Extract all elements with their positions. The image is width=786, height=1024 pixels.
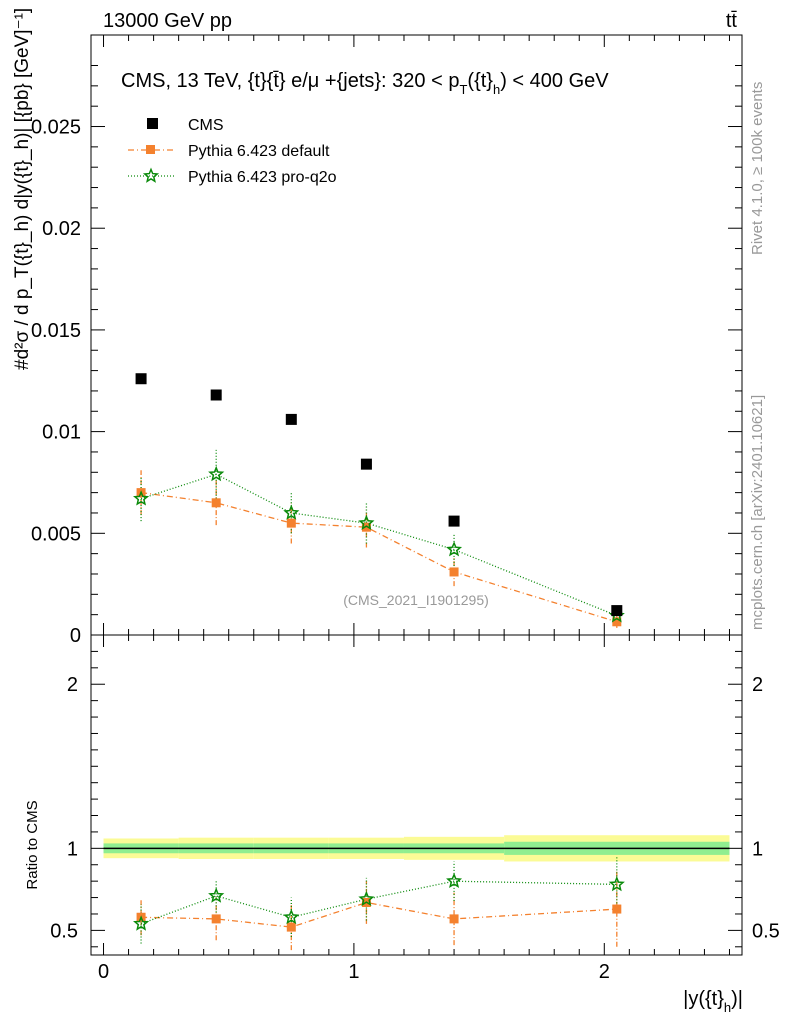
- ratio-default-point: [211, 914, 221, 924]
- legend-label-proq2o: Pythia 6.423 pro-q2o: [188, 169, 337, 186]
- ratio-proq2o-point: [133, 915, 150, 931]
- main-cms-point: [611, 605, 623, 617]
- legend-label-cms: CMS: [188, 117, 224, 134]
- plot-title: CMS, 13 TeV, {t}{t̄} e/μ +{jets}: 320 < …: [121, 70, 609, 97]
- x-axis-label: |y({t}h)|: [683, 988, 743, 1015]
- main-ytick-label: 0.015: [31, 320, 81, 342]
- analysis-watermark: (CMS_2021_I1901295): [343, 592, 489, 608]
- ratio-ytick-label: 2: [67, 674, 78, 696]
- ratio-proq2o-point: [358, 890, 375, 907]
- ratio-plot: 0.5 0.5 1 1 2 2 0 1 2: [50, 634, 780, 983]
- main-cms-point: [135, 373, 147, 385]
- legend-marker-cms: [147, 118, 158, 129]
- main-ytick-label: 0.01: [42, 422, 81, 444]
- main-default-point: [612, 617, 622, 627]
- main-cms-point: [448, 515, 460, 527]
- main-default-point: [211, 498, 221, 508]
- main-proq2o-point: [446, 541, 463, 557]
- main-cms-point: [210, 389, 222, 401]
- main-ytick-label: 0.005: [31, 523, 81, 545]
- main-ytick-label: 0: [70, 625, 81, 647]
- ratio-y-label: Ratio to CMS: [24, 800, 41, 889]
- ratio-ytick-label-right: 1: [752, 838, 763, 860]
- main-cms-point: [285, 413, 297, 425]
- main-ytick-label: 0.02: [42, 218, 81, 240]
- ratio-default-point: [449, 914, 459, 924]
- ratio-ytick-label: 1: [67, 838, 78, 860]
- legend: CMS Pythia 6.423 default Pythia 6.423 pr…: [128, 117, 337, 186]
- y-axis-label: #d²σ / d p_T({t}_h) d|y({t}_h)| [{pb} [G…: [12, 8, 33, 370]
- ratio-ytick-label-right: 2: [752, 674, 763, 696]
- ratio-xtick-label: 2: [599, 961, 610, 983]
- rivet-version-label: Rivet 4.1.0, ≥ 100k events: [749, 82, 766, 255]
- legend-marker-proq2o: [142, 167, 160, 183]
- main-default-point: [449, 567, 459, 577]
- ratio-frame: [90, 634, 743, 956]
- ratio-proq2o-point: [446, 872, 463, 888]
- main-proq2o-line: [140, 473, 618, 617]
- main-plot: 0 0.005 0.01 0.015 0.02 0.025: [31, 34, 743, 647]
- ratio-xtick-label: 0: [98, 961, 109, 983]
- ratio-ytick-label: 0.5: [50, 920, 78, 942]
- ratio-proq2o-point: [283, 908, 300, 925]
- main-proq2o-point: [133, 490, 150, 506]
- process-label: tt̄: [726, 10, 738, 32]
- legend-label-default: Pythia 6.423 default: [188, 143, 330, 160]
- main-ytick-label: 0.025: [31, 117, 81, 139]
- ratio-proq2o-point: [608, 875, 625, 892]
- main-default-point: [361, 522, 371, 532]
- energy-label: 13000 GeV pp: [103, 10, 232, 32]
- ratio-proq2o-point: [208, 887, 225, 903]
- ratio-xtick-label: 1: [348, 961, 359, 983]
- main-proq2o-point: [208, 465, 225, 482]
- ratio-proq2o-line: [140, 880, 617, 925]
- main-default-line: [141, 491, 617, 623]
- ratio-default-point: [286, 922, 296, 932]
- legend-marker-default: [146, 145, 155, 154]
- ratio-ytick-label-right: 0.5: [752, 920, 780, 942]
- main-proq2o-point: [283, 504, 300, 520]
- main-proq2o-point: [358, 514, 375, 530]
- mcplots-label: mcplots.cern.ch [arXiv:2401.10621]: [749, 395, 766, 630]
- main-default-point: [286, 518, 296, 528]
- ratio-default-point: [612, 904, 622, 914]
- main-cms-point: [360, 458, 372, 470]
